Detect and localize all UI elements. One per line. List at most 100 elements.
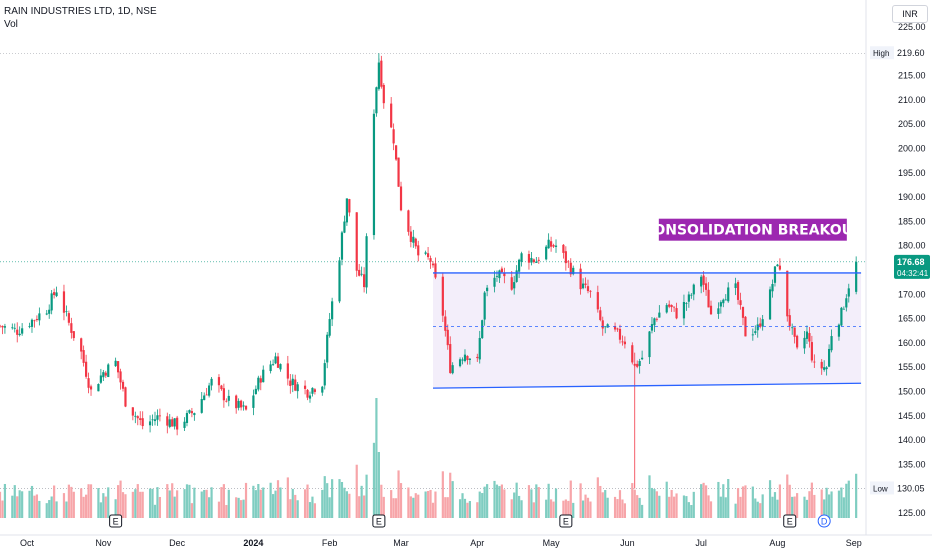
candle-body	[343, 221, 346, 233]
last-price-tag[interactable]	[894, 254, 930, 279]
candle-body	[412, 236, 415, 243]
candle-body	[116, 361, 120, 373]
volume-bar	[397, 470, 400, 518]
volume-bar	[48, 500, 51, 518]
price-tick-label: 135.00	[898, 459, 926, 469]
candle-body	[166, 416, 169, 426]
candle-body	[579, 268, 582, 290]
candle-body	[803, 337, 806, 349]
candle-body	[495, 276, 499, 277]
earnings-marker[interactable]	[109, 514, 123, 528]
consolidation-zone	[433, 272, 862, 389]
volume-bar	[97, 488, 100, 518]
volume-bar	[271, 494, 275, 518]
volume-bar	[119, 480, 122, 518]
volume-bar	[613, 496, 617, 518]
dividend-marker[interactable]	[817, 514, 831, 528]
candle-body	[778, 265, 781, 270]
volume-legend-label[interactable]: Vol	[4, 19, 18, 30]
candle-body	[321, 386, 324, 393]
volume-bar	[210, 487, 213, 518]
last-price-value: 176.68	[897, 257, 925, 267]
candle-body	[736, 282, 740, 300]
channel-lower-line[interactable]	[432, 382, 862, 389]
candle-body	[476, 356, 479, 359]
candle-body	[837, 324, 841, 337]
candle-body	[372, 113, 376, 236]
volume-bar	[139, 491, 142, 518]
volume-bar	[704, 485, 708, 518]
volume-bar	[621, 499, 624, 518]
candle-body	[397, 157, 400, 187]
volume-bar	[188, 484, 191, 518]
volume-bar	[702, 482, 705, 518]
candle-body	[136, 416, 139, 419]
volume-bar	[151, 488, 154, 518]
volume-bar	[227, 489, 230, 518]
candle-body	[311, 387, 314, 394]
volume-bar	[11, 495, 14, 518]
candle-body	[11, 327, 14, 329]
chart-title[interactable]: RAIN INDUSTRIES LTD, 1D, NSE	[4, 6, 157, 17]
candle-body	[21, 328, 24, 334]
volume-bar	[286, 477, 289, 518]
volume-bar	[274, 490, 277, 518]
candle-body	[1, 325, 4, 328]
candle-body	[72, 331, 75, 339]
volume-bar	[606, 497, 609, 518]
volume-bar	[89, 484, 93, 518]
candle-body	[682, 302, 686, 319]
volume-bar	[535, 484, 538, 518]
volume-bar	[685, 496, 688, 518]
candle-body	[279, 364, 282, 370]
earnings-marker[interactable]	[559, 514, 573, 528]
candle-body	[176, 417, 179, 430]
volume-bar	[173, 496, 176, 518]
candle-body	[709, 305, 713, 315]
volume-bar	[776, 499, 779, 518]
candle-body	[363, 274, 366, 288]
candle-body	[345, 198, 348, 223]
currency-button[interactable]: INR	[892, 5, 928, 23]
volume-bar	[193, 487, 196, 518]
volume-bar	[840, 487, 843, 518]
volume-bar	[311, 496, 314, 518]
volume-bar	[176, 490, 179, 518]
volume-bar	[741, 486, 745, 518]
annotation-box[interactable]	[658, 218, 847, 241]
volume-bar	[503, 489, 506, 518]
volume-bar	[141, 491, 144, 518]
candle-body	[220, 385, 223, 390]
volume-bar	[131, 491, 134, 518]
candle-body	[535, 261, 538, 263]
candle-body	[210, 378, 213, 386]
volume-bar	[407, 487, 410, 518]
earnings-marker[interactable]	[783, 514, 797, 528]
volume-bar	[343, 487, 346, 518]
volume-bar	[262, 487, 265, 518]
candle-body	[581, 283, 585, 289]
volume-bar	[168, 490, 171, 518]
volume-bar	[847, 480, 850, 518]
volume-bar	[636, 495, 639, 518]
volume-bar	[136, 484, 139, 518]
volume-bar	[478, 491, 481, 518]
candle-body	[360, 273, 363, 275]
candle-body	[67, 313, 70, 323]
volume-bar	[727, 479, 730, 518]
volume-bar	[653, 489, 656, 518]
volume-bar	[451, 481, 454, 518]
volume-bar	[225, 505, 228, 518]
earnings-marker[interactable]	[372, 514, 386, 528]
candle-body	[173, 418, 176, 427]
volume-bar	[252, 485, 255, 518]
candle-body	[168, 419, 171, 427]
volume-bar	[340, 482, 344, 518]
volume-bar	[345, 491, 348, 518]
candle-body	[776, 264, 779, 267]
candle-body	[217, 377, 221, 386]
volume-bar	[709, 501, 713, 518]
candle-body	[70, 323, 73, 333]
volume-bar	[244, 482, 248, 518]
